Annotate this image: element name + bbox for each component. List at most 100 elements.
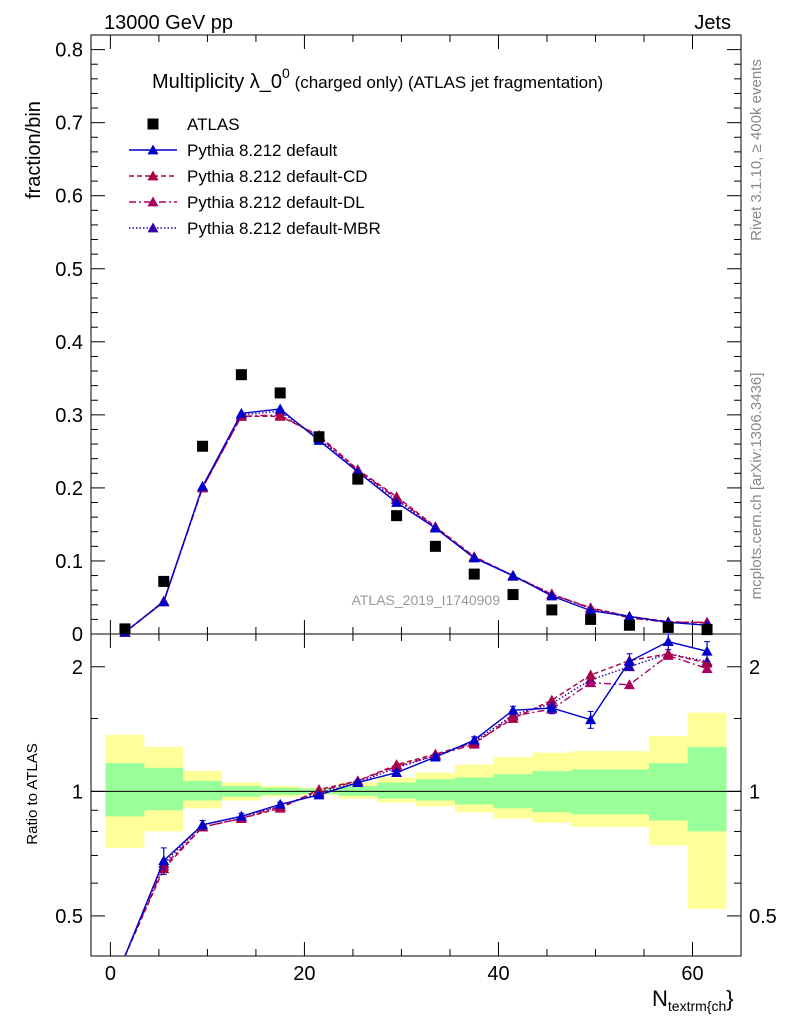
series-point-ratio-0-5 bbox=[313, 789, 325, 800]
atlas-point-9 bbox=[468, 568, 480, 580]
main-ytick-label-3: 0.3 bbox=[55, 405, 83, 427]
atlas-point-14 bbox=[662, 621, 674, 633]
series-point-ratio-1-15 bbox=[701, 657, 713, 668]
band-inner-8 bbox=[416, 779, 455, 801]
series-point-main-0-4 bbox=[274, 403, 286, 414]
series-point-ratio-0-4 bbox=[274, 798, 286, 809]
series-2 bbox=[119, 409, 713, 957]
atlas-point-4 bbox=[274, 387, 286, 399]
series-point-main-0-2 bbox=[197, 480, 209, 491]
series-1 bbox=[119, 410, 713, 957]
series-point-ratio-0-8 bbox=[429, 751, 441, 762]
ratio-ytick-label-left-2: 2 bbox=[72, 657, 83, 679]
series-point-ratio-2-13 bbox=[623, 679, 635, 690]
legend-marker-4 bbox=[147, 222, 159, 233]
series-point-ratio-2-12 bbox=[585, 677, 597, 688]
legend-label-2: Pythia 8.212 default-CD bbox=[187, 167, 368, 186]
atlas-point-10 bbox=[507, 589, 519, 601]
series-point-main-0-13 bbox=[623, 610, 635, 621]
legend-marker-1 bbox=[147, 144, 159, 155]
main-ytick-label-8: 0.8 bbox=[55, 40, 83, 62]
series-point-ratio-1-12 bbox=[585, 669, 597, 680]
legend-item-0: ATLAS bbox=[147, 115, 240, 134]
series-point-ratio-0-11 bbox=[546, 702, 558, 713]
main-ytick-label-5: 0.5 bbox=[55, 259, 83, 281]
atlas-point-13 bbox=[623, 619, 635, 631]
uncertainty-bands bbox=[91, 712, 741, 909]
series-point-ratio-1-10 bbox=[507, 712, 519, 723]
legend-marker-3 bbox=[147, 196, 159, 207]
series-point-ratio-0-9 bbox=[468, 734, 480, 745]
header-right: Jets bbox=[694, 12, 731, 34]
band-inner-7 bbox=[377, 782, 416, 799]
series-0 bbox=[119, 403, 713, 957]
ratio-ytick-label-right-0: 0.5 bbox=[749, 906, 777, 928]
series-point-main-0-11 bbox=[546, 590, 558, 601]
series-line-ratio-0 bbox=[124, 640, 708, 957]
xtick-label-0: 0 bbox=[105, 963, 116, 985]
series-point-main-0-7 bbox=[391, 497, 403, 507]
series-line-ratio-2 bbox=[124, 654, 708, 957]
series-line-main-0 bbox=[124, 408, 708, 633]
series-point-ratio-0-2 bbox=[197, 819, 209, 830]
series-point-ratio-0-6 bbox=[352, 777, 364, 787]
legend-item-2: Pythia 8.212 default-CD bbox=[129, 167, 368, 186]
ratio-ytick-label-right-2: 2 bbox=[749, 657, 760, 679]
series-line-main-1 bbox=[124, 415, 708, 633]
series-point-ratio-0-10 bbox=[507, 704, 519, 715]
series-point-main-0-9 bbox=[468, 552, 480, 563]
analysis-watermark: ATLAS_2019_I1740909 bbox=[352, 592, 501, 608]
series-3 bbox=[119, 405, 713, 957]
legend-marker-2 bbox=[147, 170, 159, 181]
atlas-point-11 bbox=[546, 604, 558, 616]
legend-label-1: Pythia 8.212 default bbox=[187, 141, 338, 160]
series-point-main-0-12 bbox=[585, 605, 597, 616]
series-point-ratio-0-14 bbox=[662, 636, 674, 647]
main-ytick-label-7: 0.7 bbox=[55, 113, 83, 135]
main-ytick-label-1: 0.1 bbox=[55, 551, 83, 573]
rivet-version-label: Rivet 3.1.10, ≥ 400k events bbox=[748, 59, 765, 241]
series-point-ratio-0-13 bbox=[623, 655, 635, 666]
legend: ATLAS Pythia 8.212 default Pythia 8.212 de… bbox=[129, 115, 381, 238]
header-left: 13000 GeV pp bbox=[104, 12, 233, 34]
xtick-label-1: 20 bbox=[293, 963, 315, 985]
ratio-ytick-label-right-1: 1 bbox=[749, 781, 760, 803]
xtick-label-2: 40 bbox=[487, 963, 509, 985]
series-point-ratio-1-7 bbox=[391, 759, 403, 770]
mcplots-label: mcplots.cern.ch [arXiv:1306.3436] bbox=[748, 373, 765, 600]
series-point-ratio-2-15 bbox=[701, 663, 713, 673]
legend-label-3: Pythia 8.212 default-DL bbox=[187, 193, 365, 212]
series-point-ratio-0-12 bbox=[585, 714, 597, 725]
legend-label-0: ATLAS bbox=[187, 115, 240, 134]
legend-item-4: Pythia 8.212 default-MBR bbox=[129, 219, 381, 238]
xtick-label-3: 60 bbox=[681, 963, 703, 985]
series-layer bbox=[119, 369, 713, 957]
atlas-point-8 bbox=[429, 540, 441, 552]
atlas-point-1 bbox=[158, 575, 170, 587]
legend-item-3: Pythia 8.212 default-DL bbox=[129, 193, 365, 212]
atlas-point-5 bbox=[313, 431, 325, 443]
series-point-ratio-1-14 bbox=[662, 648, 674, 659]
series-point-ratio-0-1 bbox=[158, 855, 170, 866]
ratio-ytick-label-left-0: 0.5 bbox=[55, 906, 83, 928]
axis-ticks: 00.10.20.30.40.50.60.70.80.5 0.51 12 20 20 40… bbox=[55, 35, 777, 985]
band-inner-0 bbox=[105, 763, 145, 817]
main-ytick-label-6: 0.6 bbox=[55, 186, 83, 208]
legend-label-4: Pythia 8.212 default-MBR bbox=[187, 219, 381, 238]
atlas-point-0 bbox=[119, 623, 131, 635]
series-point-ratio-0-7 bbox=[391, 767, 403, 777]
series-point-main-1-4 bbox=[274, 410, 286, 421]
series-point-main-0-3 bbox=[235, 407, 247, 418]
plot-title: Multiplicity λ_00 (charged only) (ATLAS … bbox=[152, 65, 603, 93]
atlas-point-6 bbox=[352, 473, 364, 485]
legend-item-1: Pythia 8.212 default bbox=[129, 141, 338, 160]
series-point-main-0-1 bbox=[158, 596, 170, 607]
x-axis-label: Ntextrm{ch} bbox=[652, 986, 734, 1014]
series-point-ratio-0-3 bbox=[235, 810, 247, 821]
atlas-point-12 bbox=[585, 613, 597, 625]
series-point-main-1-7 bbox=[391, 491, 403, 502]
ratio-y-axis-label: Ratio to ATLAS bbox=[24, 743, 41, 844]
band-inner-12 bbox=[571, 769, 611, 815]
atlas-point-3 bbox=[235, 369, 247, 381]
